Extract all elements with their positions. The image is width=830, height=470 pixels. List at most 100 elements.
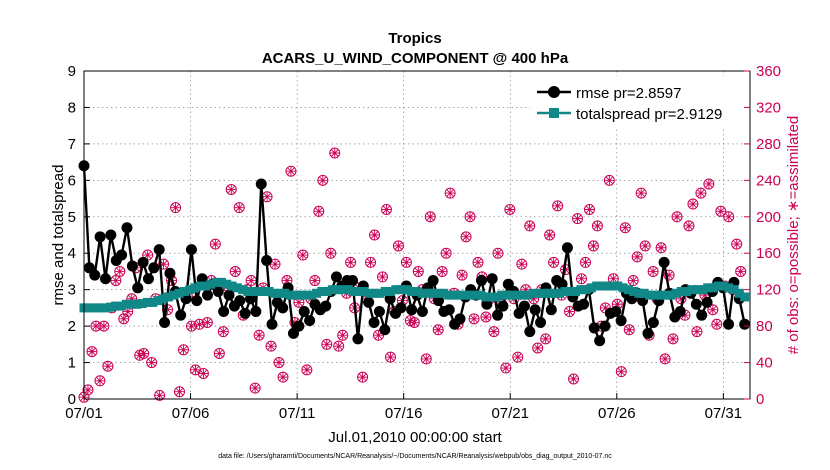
obs-assimilated-marker <box>564 306 575 317</box>
obs-assimilated-marker <box>266 341 277 352</box>
rmse-point <box>250 306 262 318</box>
rmse-point <box>223 289 235 301</box>
totalspread-point <box>158 294 168 304</box>
totalspread-point <box>269 288 279 298</box>
totalspread-point <box>174 288 184 298</box>
y-right-tick-label: 40 <box>756 355 773 372</box>
rmse-point <box>304 315 316 327</box>
obs-assimilated-marker <box>94 375 105 386</box>
obs-assimilated-marker <box>230 266 241 277</box>
rmse-point <box>373 306 385 318</box>
totalspread-point <box>518 290 528 300</box>
obs-assimilated-marker <box>584 204 595 215</box>
y-tick-label: 0 <box>68 391 76 408</box>
obs-assimilated-marker <box>142 250 153 261</box>
totalspread-point <box>708 283 718 293</box>
totalspread-point <box>724 283 734 293</box>
obs-assimilated-marker <box>293 297 304 308</box>
rmse-point <box>148 262 160 274</box>
totalspread-point <box>629 286 639 296</box>
obs-assimilated-marker <box>711 319 722 330</box>
plot-frame <box>83 70 751 400</box>
rmse-point <box>347 275 359 287</box>
rmse-point <box>395 302 407 314</box>
rmse-point <box>298 306 310 318</box>
totalspread-point <box>301 290 311 300</box>
obs-assimilated-marker <box>600 302 611 313</box>
obs-assimilated-marker <box>401 257 412 268</box>
obs-assimilated-marker <box>385 352 396 363</box>
totalspread-point <box>428 288 438 298</box>
rmse-point <box>647 316 659 328</box>
obs-assimilated-marker <box>664 270 675 281</box>
obs-assimilated-marker <box>98 321 109 332</box>
obs-assimilated-marker <box>604 175 615 186</box>
totalspread-point <box>486 292 496 302</box>
obs-assimilated-marker <box>373 330 384 341</box>
obs-assimilated-marker <box>138 348 149 359</box>
legend: rmse pr=2.8597 totalspread pr=2.9129 <box>530 76 744 128</box>
totalspread-point <box>433 288 443 298</box>
obs-assimilated-marker <box>628 275 639 286</box>
obs-assimilated-marker <box>441 248 452 259</box>
obs-assimilated-marker <box>540 333 551 344</box>
totalspread-point <box>306 290 316 300</box>
totalspread-point <box>179 286 189 296</box>
obs-assimilated-marker <box>445 188 456 199</box>
obs-assimilated-marker <box>234 202 245 213</box>
y-right-tick-label: 0 <box>756 391 764 408</box>
totalspread-point <box>100 303 110 313</box>
totalspread-point <box>592 281 602 291</box>
totalspread-point <box>571 286 581 296</box>
obs-assimilated-marker <box>82 384 93 395</box>
y-tick-label: 9 <box>68 63 76 80</box>
obs-assimilated-marker <box>313 206 324 217</box>
obs-assimilated-marker <box>381 204 392 215</box>
obs-assimilated-marker <box>250 383 261 394</box>
obs-assimilated-marker <box>608 273 619 284</box>
obs-assimilated-marker <box>425 211 436 222</box>
totalspread-point <box>687 285 697 295</box>
obs-assimilated-marker <box>723 211 734 222</box>
y-tick-label: 3 <box>68 282 76 299</box>
rmse-point <box>518 300 530 312</box>
obs-assimilated-marker <box>274 357 285 368</box>
y-tick-label: 2 <box>68 318 76 335</box>
rmse-point <box>196 273 208 285</box>
rmse-point <box>185 244 197 256</box>
totalspread-point <box>153 296 163 306</box>
totalspread-point <box>275 288 285 298</box>
rmse-point <box>105 229 117 241</box>
obs-assimilated-marker <box>576 273 587 284</box>
rmse-point <box>481 298 493 310</box>
y-right-tick-label: 80 <box>756 318 773 335</box>
rmse-point <box>556 278 568 290</box>
totalspread-point <box>401 285 411 295</box>
totalspread-point <box>597 281 607 291</box>
rmse-point <box>202 289 214 301</box>
chart-subtitle: ACARS_U_WIND_COMPONENT @ 400 hPa <box>262 50 569 67</box>
rmse-point <box>690 298 702 310</box>
obs-assimilated-marker <box>433 324 444 335</box>
rmse-point <box>739 318 751 330</box>
totalspread-point <box>602 281 612 291</box>
obs-assimilated-marker <box>461 231 472 242</box>
rmse-point <box>352 333 364 345</box>
obs-assimilated-marker <box>660 353 671 364</box>
obs-assimilated-marker <box>504 204 515 215</box>
totalspread-point <box>645 290 655 300</box>
rmse-point <box>406 304 418 316</box>
obs-assimilated-marker <box>592 220 603 231</box>
obs-assimilated-marker <box>488 326 499 337</box>
obs-assimilated-marker <box>421 353 432 364</box>
obs-assimilated-marker <box>226 184 237 195</box>
obs-assimilated-marker <box>158 259 169 270</box>
obs-assimilated-marker <box>329 148 340 158</box>
y-right-tick-label: 240 <box>756 172 781 189</box>
rmse-point <box>89 269 101 281</box>
obs-assimilated-marker <box>492 248 503 259</box>
obs-assimilated-marker <box>548 257 559 268</box>
totalspread-point <box>238 285 248 295</box>
obs-assimilated-marker <box>337 330 348 341</box>
